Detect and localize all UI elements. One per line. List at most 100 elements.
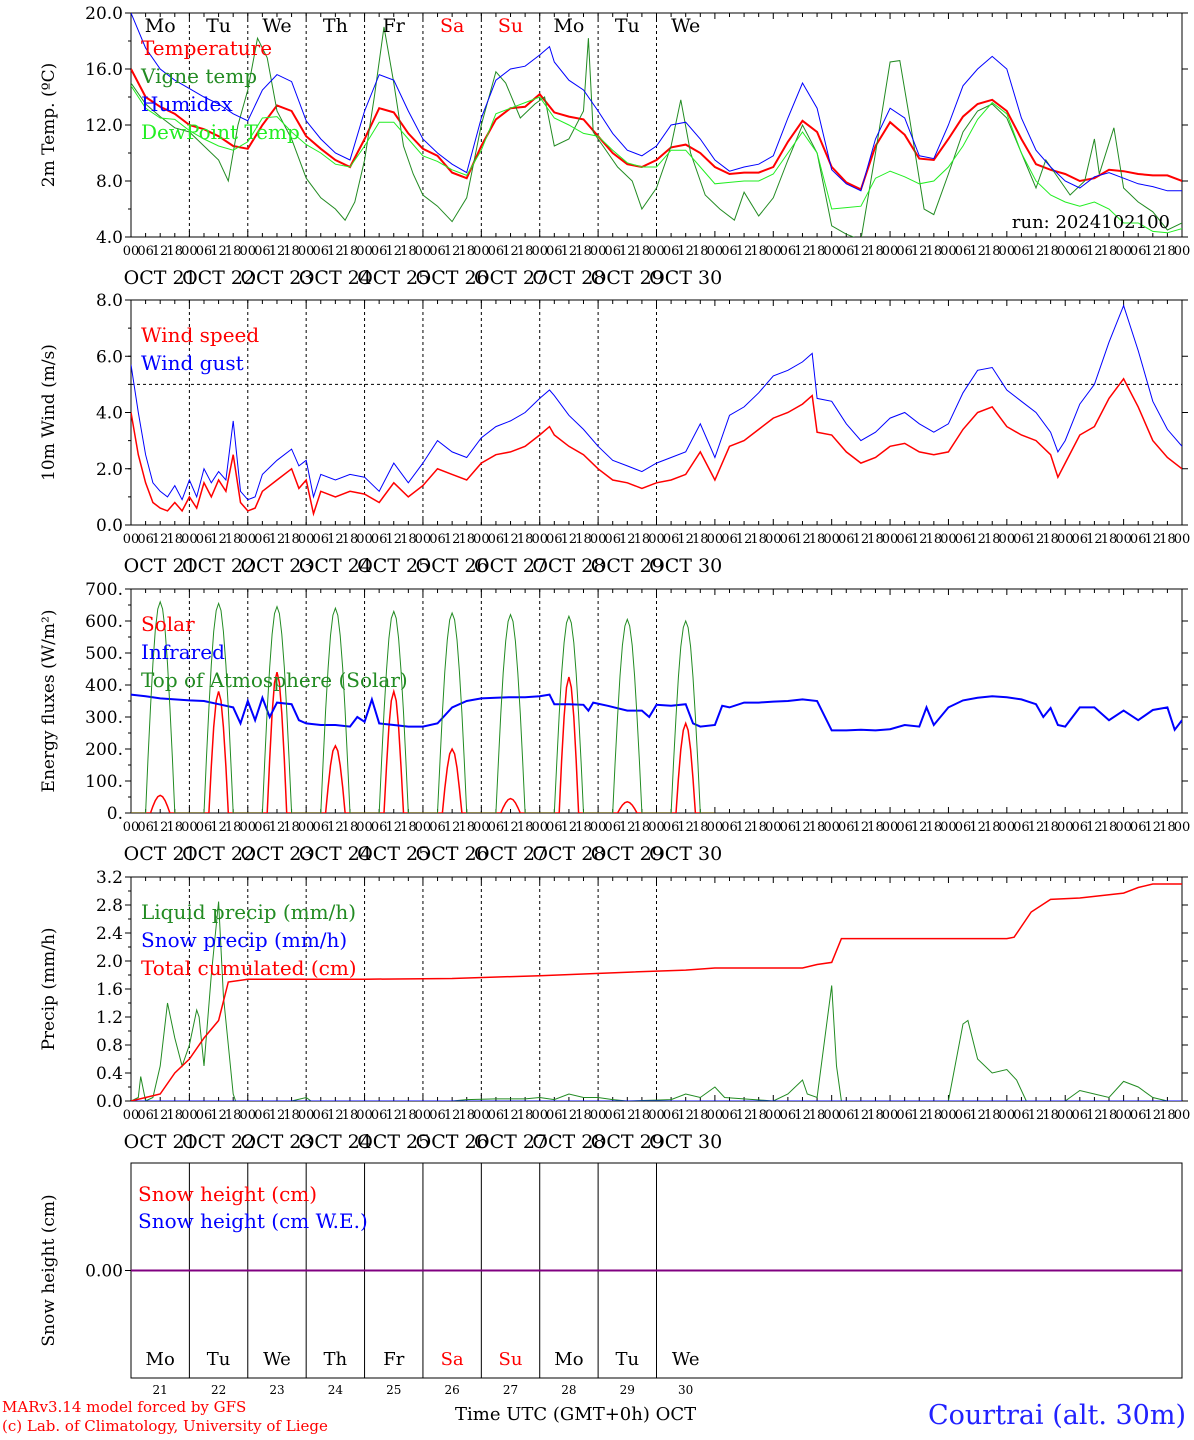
- x-hour-label: 00: [590, 820, 607, 835]
- x-hour-label: 06: [955, 244, 972, 259]
- x-hour-label: 06: [663, 244, 680, 259]
- x-hour-label: 12: [736, 1108, 753, 1123]
- x-hour-label: 00: [298, 820, 315, 835]
- x-hour-label: 06: [721, 244, 738, 259]
- x-hour-label: 18: [458, 1108, 475, 1123]
- x-hour-label: 06: [721, 1108, 738, 1123]
- x-hour-label: 00: [765, 820, 782, 835]
- x-hour-label: 06: [896, 1108, 913, 1123]
- x-hour-label: 18: [1101, 244, 1118, 259]
- x-hour-label: 18: [984, 820, 1001, 835]
- x-date-label: OCT 25: [357, 555, 430, 577]
- x-hour-label: 06: [896, 532, 913, 547]
- x-hour-label: 12: [1086, 244, 1103, 259]
- panel-wind: [125, 299, 1188, 526]
- y-axis-label: 2m Temp. (ºC): [39, 63, 59, 188]
- x-hour-label: 18: [517, 244, 534, 259]
- day-name-label: Mo: [554, 1349, 583, 1370]
- x-hour-label: 06: [721, 820, 738, 835]
- day-name-label: Su: [499, 1349, 523, 1370]
- x-hour-label: 06: [838, 244, 855, 259]
- x-hour-label: 00: [882, 244, 899, 259]
- x-hour-label: 00: [240, 1108, 257, 1123]
- x-hour-label: 12: [269, 820, 286, 835]
- x-hour-label: 00: [823, 1108, 840, 1123]
- x-hour-label: 18: [867, 1108, 884, 1123]
- day-number-label: 21: [153, 1383, 168, 1397]
- y-tick-label: 700.: [85, 580, 123, 600]
- x-date-label: OCT 23: [240, 1131, 313, 1153]
- x-hour-label: 18: [926, 532, 943, 547]
- x-hour-label: 12: [736, 244, 753, 259]
- x-hour-label: 00: [240, 820, 257, 835]
- day-name-label: We: [671, 15, 700, 37]
- x-date-label: OCT 22: [182, 555, 255, 577]
- x-hour-label: 06: [137, 244, 154, 259]
- legend-entry: Total cumulated (cm): [141, 956, 357, 980]
- x-hour-label: 00: [648, 1108, 665, 1123]
- x-date-label: OCT 30: [649, 555, 722, 577]
- x-date-label: OCT 26: [416, 1131, 489, 1153]
- x-hour-label: 06: [838, 820, 855, 835]
- x-hour-label: 06: [604, 1108, 621, 1123]
- x-hour-label: 18: [458, 532, 475, 547]
- x-date-label: OCT 28: [532, 267, 605, 289]
- x-hour-label: 12: [502, 1108, 519, 1123]
- x-hour-label: 12: [152, 532, 169, 547]
- x-hour-label: 06: [312, 532, 329, 547]
- x-hour-label: 12: [327, 1108, 344, 1123]
- model-credit: MARv3.14 model forced by GFS: [2, 1398, 247, 1416]
- x-hour-label: 00: [648, 244, 665, 259]
- x-hour-label: 12: [1028, 820, 1045, 835]
- day-name-label: Th: [323, 15, 348, 37]
- run-label: run: 2024102100: [1012, 212, 1170, 233]
- x-hour-label: 00: [1057, 820, 1074, 835]
- y-tick-label: 0.8: [96, 1036, 123, 1056]
- x-hour-label: 18: [926, 820, 943, 835]
- day-name-label: Mo: [145, 15, 176, 37]
- x-hour-label: 18: [1159, 1108, 1176, 1123]
- series-line-total-cumulated-cm-: [131, 883, 1182, 1101]
- legend-entry: Snow height (cm): [138, 1182, 317, 1206]
- x-hour-label: 06: [604, 244, 621, 259]
- x-hour-label: 00: [999, 532, 1016, 547]
- x-hour-label: 18: [1159, 532, 1176, 547]
- x-hour-label: 18: [225, 820, 242, 835]
- x-hour-label: 00: [940, 244, 957, 259]
- x-hour-label: 06: [721, 532, 738, 547]
- x-hour-label: 00: [1115, 532, 1132, 547]
- x-hour-label: 00: [123, 1108, 140, 1123]
- x-hour-label: 00: [531, 820, 548, 835]
- day-number-label: 25: [386, 1383, 401, 1397]
- x-hour-label: 06: [488, 244, 505, 259]
- x-hour-label: 06: [1072, 1108, 1089, 1123]
- x-hour-label: 06: [604, 532, 621, 547]
- x-hour-label: 00: [1057, 532, 1074, 547]
- day-name-label: Tu: [616, 1349, 640, 1370]
- x-hour-label: 18: [283, 1108, 300, 1123]
- day-number-label: 28: [561, 1383, 576, 1397]
- x-hour-label: 00: [882, 820, 899, 835]
- x-hour-label: 00: [707, 1108, 724, 1123]
- y-tick-label: 400.: [85, 676, 123, 696]
- x-date-label: OCT 21: [124, 555, 197, 577]
- x-hour-label: 06: [838, 1108, 855, 1123]
- x-hour-label: 12: [969, 820, 986, 835]
- x-hour-label: 12: [853, 532, 870, 547]
- x-hour-label: 18: [984, 532, 1001, 547]
- lab-credit: (c) Lab. of Climatology, University of L…: [2, 1417, 328, 1435]
- x-hour-label: 18: [1042, 532, 1059, 547]
- x-date-label: OCT 29: [591, 267, 664, 289]
- x-date-label: OCT 24: [299, 843, 372, 865]
- x-date-label: OCT 25: [357, 267, 430, 289]
- x-date-label: OCT 26: [416, 267, 489, 289]
- x-hour-label: 06: [137, 820, 154, 835]
- x-hour-label: 00: [765, 1108, 782, 1123]
- x-hour-label: 12: [210, 244, 227, 259]
- x-hour-label: 18: [1159, 244, 1176, 259]
- x-date-label: OCT 23: [240, 267, 313, 289]
- legend-entry: Snow precip (mm/h): [141, 928, 347, 952]
- x-hour-label: 06: [371, 244, 388, 259]
- x-hour-label: 06: [254, 244, 271, 259]
- x-date-label: OCT 30: [649, 267, 722, 289]
